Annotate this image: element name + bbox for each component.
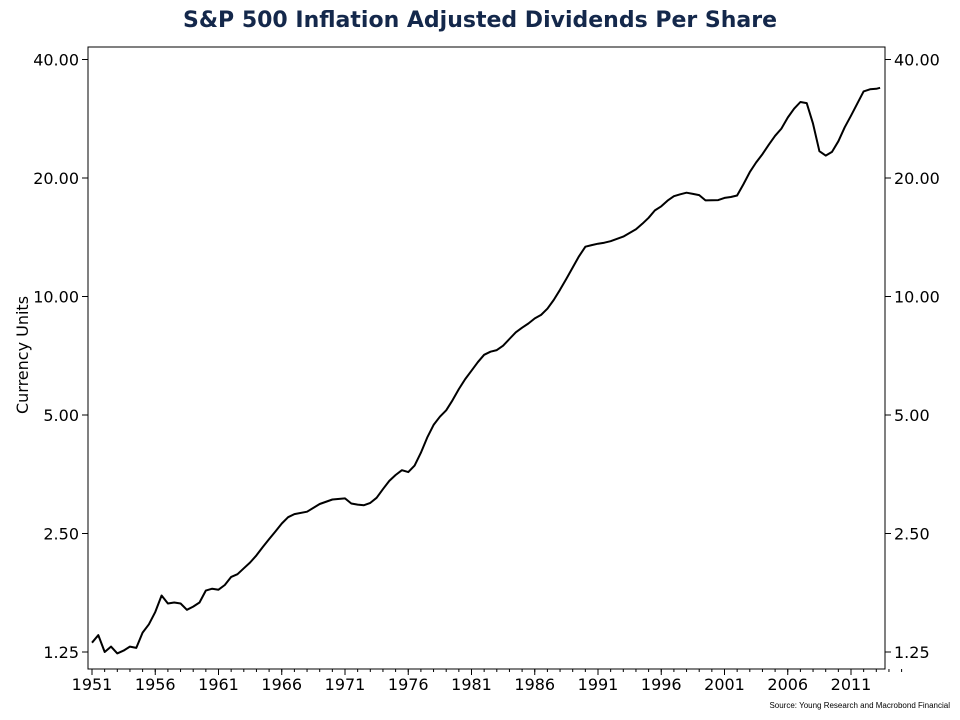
- y-tick-label-right: 1.25: [894, 643, 930, 662]
- x-tick-label: 1986: [514, 675, 555, 694]
- x-tick-label: 1976: [388, 675, 429, 694]
- y-tick-label-right: 10.00: [894, 288, 940, 307]
- plot-frame: [88, 47, 885, 669]
- y-tick-label-right: 20.00: [894, 169, 940, 188]
- y-axis-left: 1.25 2.50 5.00 10.00 20.00 40.00: [33, 51, 88, 663]
- source-note: Source: Young Research and Macrobond Fin…: [769, 701, 950, 710]
- x-tick-label: 2006: [767, 675, 808, 694]
- y-tick-label-left: 20.00: [33, 169, 79, 188]
- y-axis-label: Currency Units: [13, 296, 32, 414]
- x-tick-label: 1981: [451, 675, 492, 694]
- x-axis: 1951 1956 1961 1966 1971 1976 1981 1986 1991 1996…: [72, 669, 902, 694]
- chart-area: 1.25 2.50 5.00 10.00 20.00 40.00 1.25 2.50 5.00…: [0, 0, 960, 720]
- y-tick-label-left: 40.00: [33, 51, 79, 70]
- y-tick-label-right: 5.00: [894, 406, 930, 425]
- series-line: [92, 88, 880, 654]
- y-tick-label-left: 5.00: [43, 406, 79, 425]
- y-tick-label-left: 10.00: [33, 288, 79, 307]
- y-tick-label-left: 2.50: [43, 525, 79, 544]
- y-axis-right: 1.25 2.50 5.00 10.00 20.00 40.00: [885, 51, 940, 663]
- y-tick-label-left: 1.25: [43, 643, 79, 662]
- x-tick-label: 2001: [704, 675, 745, 694]
- y-tick-label-right: 40.00: [894, 51, 940, 70]
- x-tick-label: 1991: [578, 675, 619, 694]
- x-tick-label: 2011: [831, 675, 872, 694]
- x-tick-label: 1996: [641, 675, 682, 694]
- x-tick-label: 1951: [72, 675, 113, 694]
- y-tick-label-right: 2.50: [894, 525, 930, 544]
- x-tick-label: 1961: [198, 675, 239, 694]
- x-tick-label: 1966: [261, 675, 302, 694]
- x-tick-label: 1971: [325, 675, 366, 694]
- x-tick-label: 1956: [135, 675, 176, 694]
